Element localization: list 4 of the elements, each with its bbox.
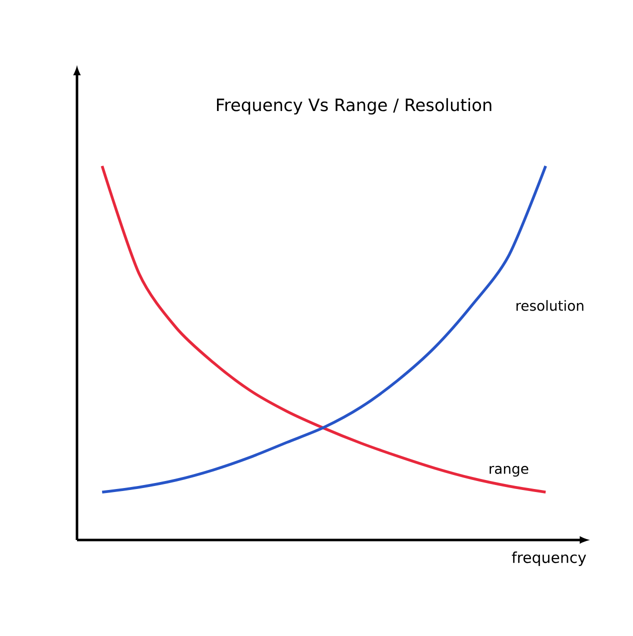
text: resolution — [516, 300, 584, 311]
series-label: range — [490, 466, 528, 477]
chart-title: Frequency Vs Range / Resolution — [217, 98, 492, 115]
x-axis-title: frequency — [512, 552, 586, 566]
